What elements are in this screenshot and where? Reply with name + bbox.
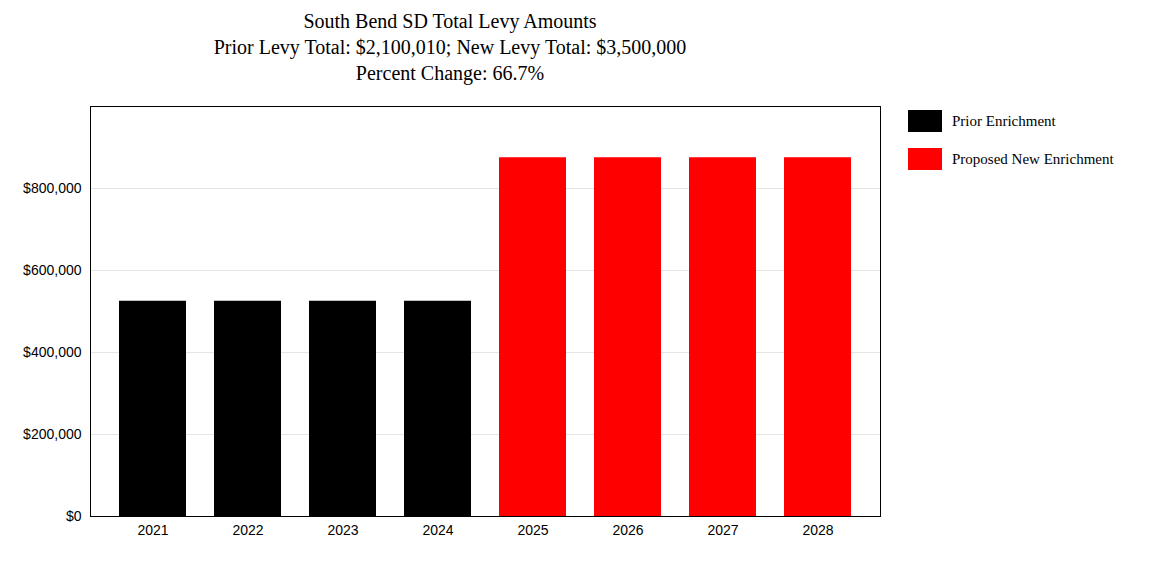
- svg-text:2023: 2023: [327, 522, 358, 538]
- svg-text:$400,000: $400,000: [23, 344, 82, 360]
- svg-text:$600,000: $600,000: [23, 262, 82, 278]
- svg-text:$800,000: $800,000: [23, 180, 82, 196]
- svg-text:2026: 2026: [612, 522, 643, 538]
- svg-text:2025: 2025: [517, 522, 548, 538]
- svg-text:2021: 2021: [137, 522, 168, 538]
- html-text:Prior Enrichment: Prior Enrichment: [952, 112, 1056, 129]
- svg-text:2022: 2022: [232, 522, 263, 538]
- html-text:Proposed New Enrichment: Proposed New Enrichment: [952, 150, 1114, 167]
- svg-text:$200,000: $200,000: [23, 426, 82, 442]
- svg-text:2028: 2028: [802, 522, 833, 538]
- svg-text:$0: $0: [66, 508, 82, 524]
- html-text:South Bend SD Total Levy Amoun: South Bend SD Total Levy Amounts: [303, 10, 597, 32]
- svg-text:2027: 2027: [707, 522, 738, 538]
- svg-text:2024: 2024: [422, 522, 453, 538]
- html-text:Prior Levy Total: $2,100,010;: Prior Levy Total: $2,100,010; New Levy T…: [213, 36, 687, 58]
- html-text:Percent Change: 66.7%: Percent Change: 66.7%: [355, 62, 545, 84]
